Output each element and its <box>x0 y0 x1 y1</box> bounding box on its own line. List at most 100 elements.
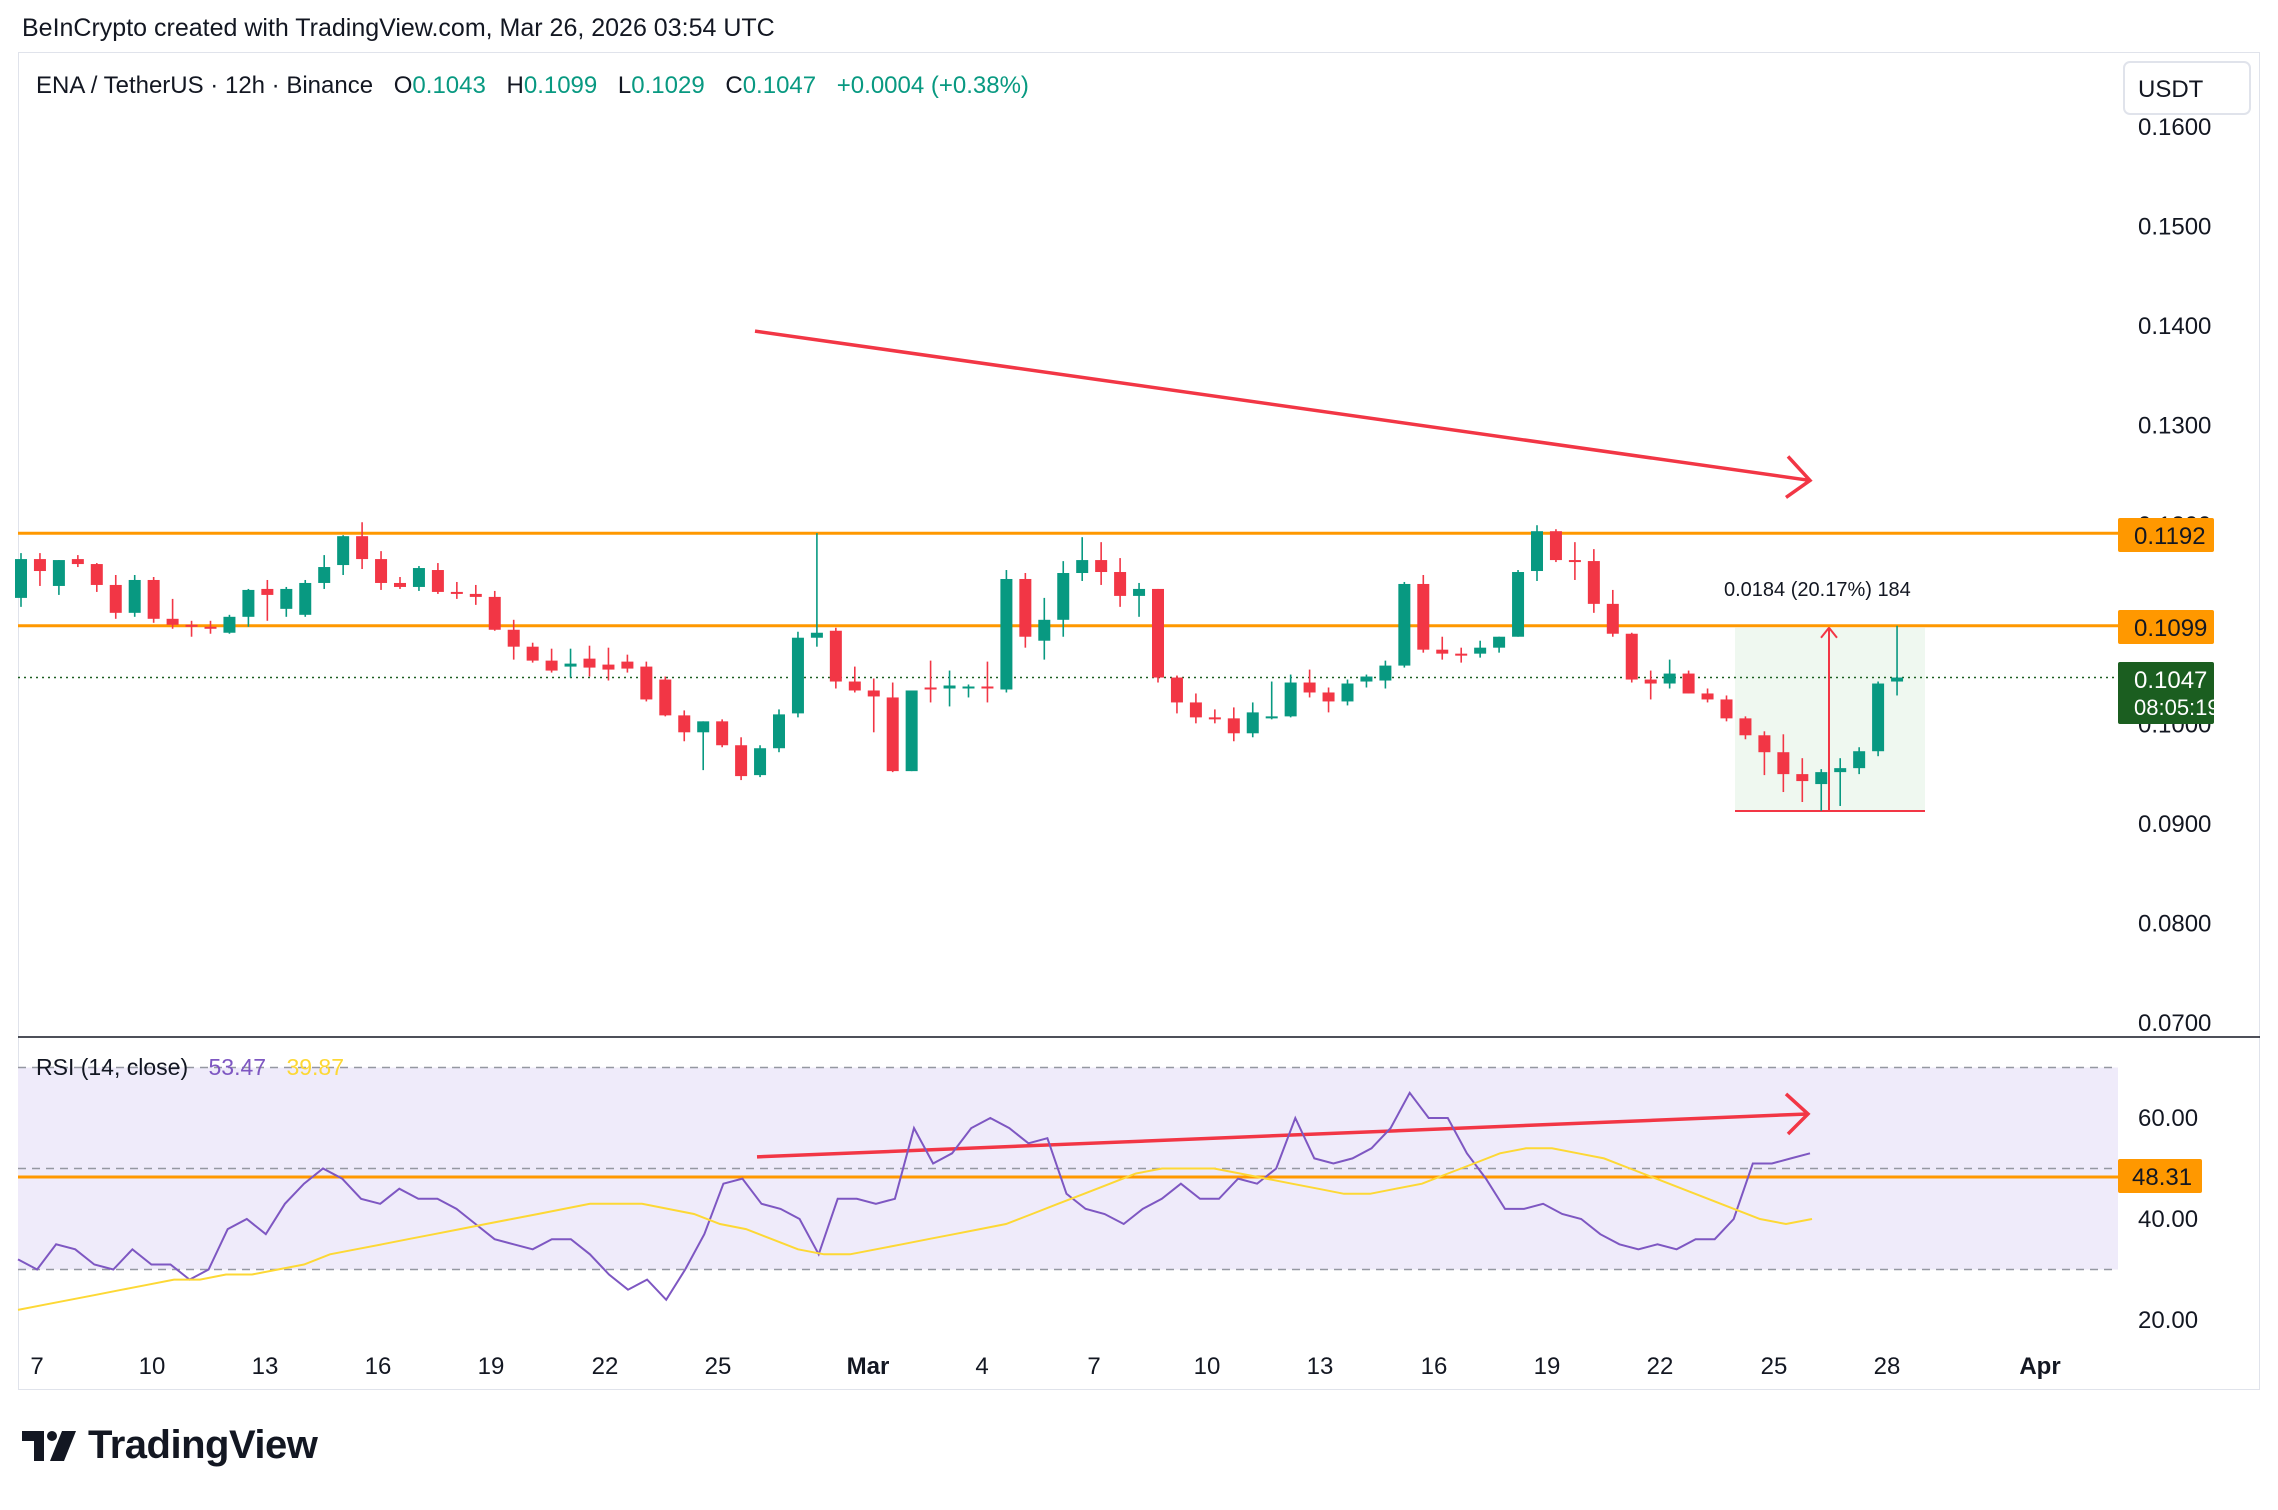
candle-body <box>1739 718 1752 736</box>
candle-body <box>1379 665 1392 681</box>
rsi-line <box>17 1090 1811 1302</box>
candle-body <box>1587 561 1600 604</box>
candle-body <box>1303 682 1316 693</box>
candle-body <box>431 570 444 592</box>
candle-body <box>1568 560 1581 563</box>
candle-body <box>15 559 27 598</box>
candle-body <box>1644 679 1657 684</box>
candle-body <box>924 687 937 690</box>
rsi-uptrend-arrow-line <box>756 1112 1809 1159</box>
time-tick-label: 25 <box>1761 1353 1788 1380</box>
time-tick-label: 10 <box>1194 1353 1221 1380</box>
candle-body <box>848 681 861 691</box>
candle-body <box>640 666 653 700</box>
candle-body <box>52 560 65 586</box>
candle-body <box>223 616 236 633</box>
candle-body <box>1834 768 1847 773</box>
time-tick-label: 13 <box>252 1353 279 1380</box>
candle-body <box>450 591 463 594</box>
candle-body <box>1455 653 1468 656</box>
candle-body <box>1853 751 1866 769</box>
candle-body <box>1531 531 1543 572</box>
candle-body <box>1114 572 1127 596</box>
candle-body <box>1701 693 1714 700</box>
candle-body <box>90 564 103 585</box>
candle-body <box>1872 683 1885 752</box>
candle-body <box>1000 578 1013 690</box>
candle-body <box>242 589 255 617</box>
time-axis[interactable]: 7 10 13 16 19 22 25 Mar 4 7 10 13 16 19 22 25 28 Apr <box>30 1353 2060 1380</box>
candle-body <box>1322 692 1335 702</box>
candle-body <box>905 690 918 772</box>
candle-body <box>394 582 406 587</box>
candle-body <box>791 637 804 714</box>
rsi-band <box>18 1066 2118 1271</box>
ohlc-legend: ENA / TetherUS · 12h · Binance O0.1043 H… <box>36 72 1029 99</box>
candle-body <box>1758 735 1771 753</box>
currency-button[interactable]: USDT <box>2123 61 2251 115</box>
rsi-axis[interactable]: 60.00 40.00 20.00 <box>2138 1105 2198 1334</box>
candle-body <box>1227 718 1240 734</box>
candle-body <box>583 658 596 668</box>
price-range-measure[interactable] <box>1735 626 1925 812</box>
candle-body <box>147 579 160 619</box>
candle-body <box>886 697 899 772</box>
candle-body <box>128 579 141 613</box>
price-tick-label: 0.1300 <box>2138 413 2211 440</box>
svg-text:0.1192: 0.1192 <box>2134 523 2206 550</box>
candle-body <box>1398 583 1411 666</box>
candle-body <box>1284 682 1297 717</box>
svg-text:0.1099: 0.1099 <box>2134 615 2207 642</box>
candle-body <box>299 582 312 615</box>
candle-body <box>375 559 388 583</box>
trend-arrows[interactable] <box>754 329 1813 1159</box>
rsi-tick-label: 60.00 <box>2138 1105 2198 1132</box>
chart-frame <box>18 52 2260 1390</box>
candle-body <box>1341 683 1354 702</box>
candle-body <box>602 664 615 670</box>
candle-body <box>1891 677 1904 682</box>
candle-body <box>716 721 729 746</box>
tradingview-logo[interactable]: TradingView <box>22 1423 318 1468</box>
time-tick-label: 7 <box>1087 1353 1100 1380</box>
candle-body <box>1815 772 1828 785</box>
candle-body <box>469 593 482 597</box>
price-label-resistance-upper[interactable]: 0.1192 <box>2118 518 2214 552</box>
candle-body <box>1474 647 1487 654</box>
candle-body <box>1549 531 1562 561</box>
svg-text:0.1047: 0.1047 <box>2134 667 2207 694</box>
candle-body <box>33 559 46 572</box>
rsi-tick-label: 40.00 <box>2138 1206 2198 1233</box>
price-tick-label: 0.0900 <box>2138 811 2211 838</box>
candles <box>15 522 1904 811</box>
rsi-legend: RSI (14, close) 53.47 39.87 <box>36 1054 344 1080</box>
candle-body <box>1625 633 1638 680</box>
rsi-lines <box>17 1090 1813 1311</box>
bar-countdown: 08:05:19 <box>2134 695 2220 720</box>
candle-body <box>1720 699 1733 719</box>
time-tick-label: 16 <box>1421 1353 1448 1380</box>
tradingview-logo-text: TradingView <box>88 1423 318 1467</box>
price-axis[interactable]: 0.16000.15000.14000.13000.12000.11000.10… <box>2138 114 2211 1037</box>
candle-body <box>1152 588 1164 678</box>
tradingview-logo-icon <box>22 1430 76 1461</box>
time-tick-label: 22 <box>1647 1353 1674 1380</box>
candle-body <box>1076 560 1089 574</box>
candle-body <box>1038 619 1051 641</box>
price-tick-label: 0.0800 <box>2138 910 2211 937</box>
time-tick-label: Mar <box>847 1353 890 1380</box>
candle-body <box>1663 673 1676 684</box>
time-tick-label: 28 <box>1874 1353 1901 1380</box>
candle-body <box>1512 572 1525 637</box>
candle-body <box>1133 588 1146 596</box>
price-label-resistance-lower[interactable]: 0.1099 <box>2118 610 2214 644</box>
candle-body <box>166 618 179 625</box>
price-label-last[interactable]: 0.1047 08:05:19 <box>2118 662 2220 724</box>
horizontal-levels[interactable] <box>18 531 2118 1179</box>
candle-body <box>678 715 691 733</box>
price-label-rsi-level[interactable]: 48.31 <box>2118 1159 2202 1193</box>
downtrend-arrow-line <box>754 329 1811 483</box>
candle-body <box>1095 560 1108 573</box>
candle-body <box>1208 717 1221 720</box>
